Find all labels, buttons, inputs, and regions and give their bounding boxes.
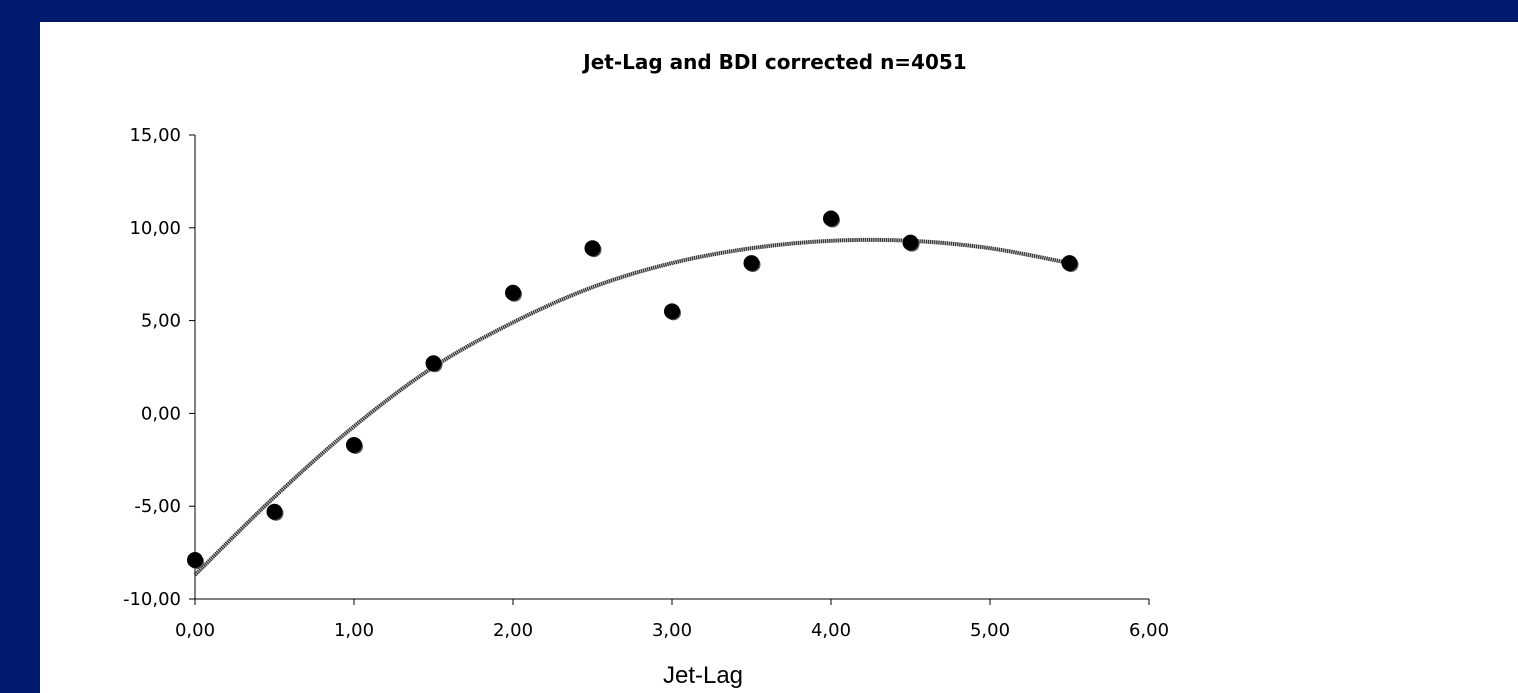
points-layer: [187, 210, 1079, 570]
x-tick-label: 5,00: [970, 620, 1010, 641]
y-tick-label: 10,00: [129, 218, 181, 239]
x-tick-label: 3,00: [652, 620, 692, 641]
data-point: [743, 255, 760, 272]
data-point: [902, 234, 919, 251]
scatter-chart: Jet-Lag and BDI corrected n=4051 -10,00-…: [123, 50, 1169, 689]
x-tick-label: 1,00: [334, 620, 374, 641]
x-tick-label: 6,00: [1129, 620, 1169, 641]
data-point: [187, 552, 203, 569]
trendline: [193, 237, 1070, 577]
y-tick-label: -10,00: [123, 589, 181, 610]
x-axis-title: Jet-Lag: [663, 662, 743, 689]
axes: -10,00 -5,00 0,00 5,00 10,00 15,00 0,00 1,00 2,0…: [123, 125, 1169, 641]
chart-panel: Jet-Lag and BDI corrected n=4051 -10,00-…: [40, 22, 1518, 693]
data-point: [346, 436, 362, 453]
data-point: [664, 303, 680, 320]
chart-title: Jet-Lag and BDI corrected n=4051: [581, 50, 966, 74]
y-tick-label: 15,00: [129, 125, 181, 146]
y-tick-label: 5,00: [141, 311, 181, 332]
data-point: [1061, 255, 1078, 272]
data-point: [425, 355, 442, 372]
data-point: [823, 210, 839, 227]
y-tick-label: -5,00: [134, 496, 181, 517]
y-tick-label: 0,00: [141, 403, 181, 424]
data-point: [505, 284, 521, 301]
x-tick-label: 2,00: [493, 620, 533, 641]
data-point: [266, 503, 283, 520]
x-tick-label: 0,00: [175, 620, 215, 641]
trendline-layer: [193, 237, 1070, 577]
data-point: [584, 240, 601, 257]
x-tick-label: 4,00: [811, 620, 851, 641]
